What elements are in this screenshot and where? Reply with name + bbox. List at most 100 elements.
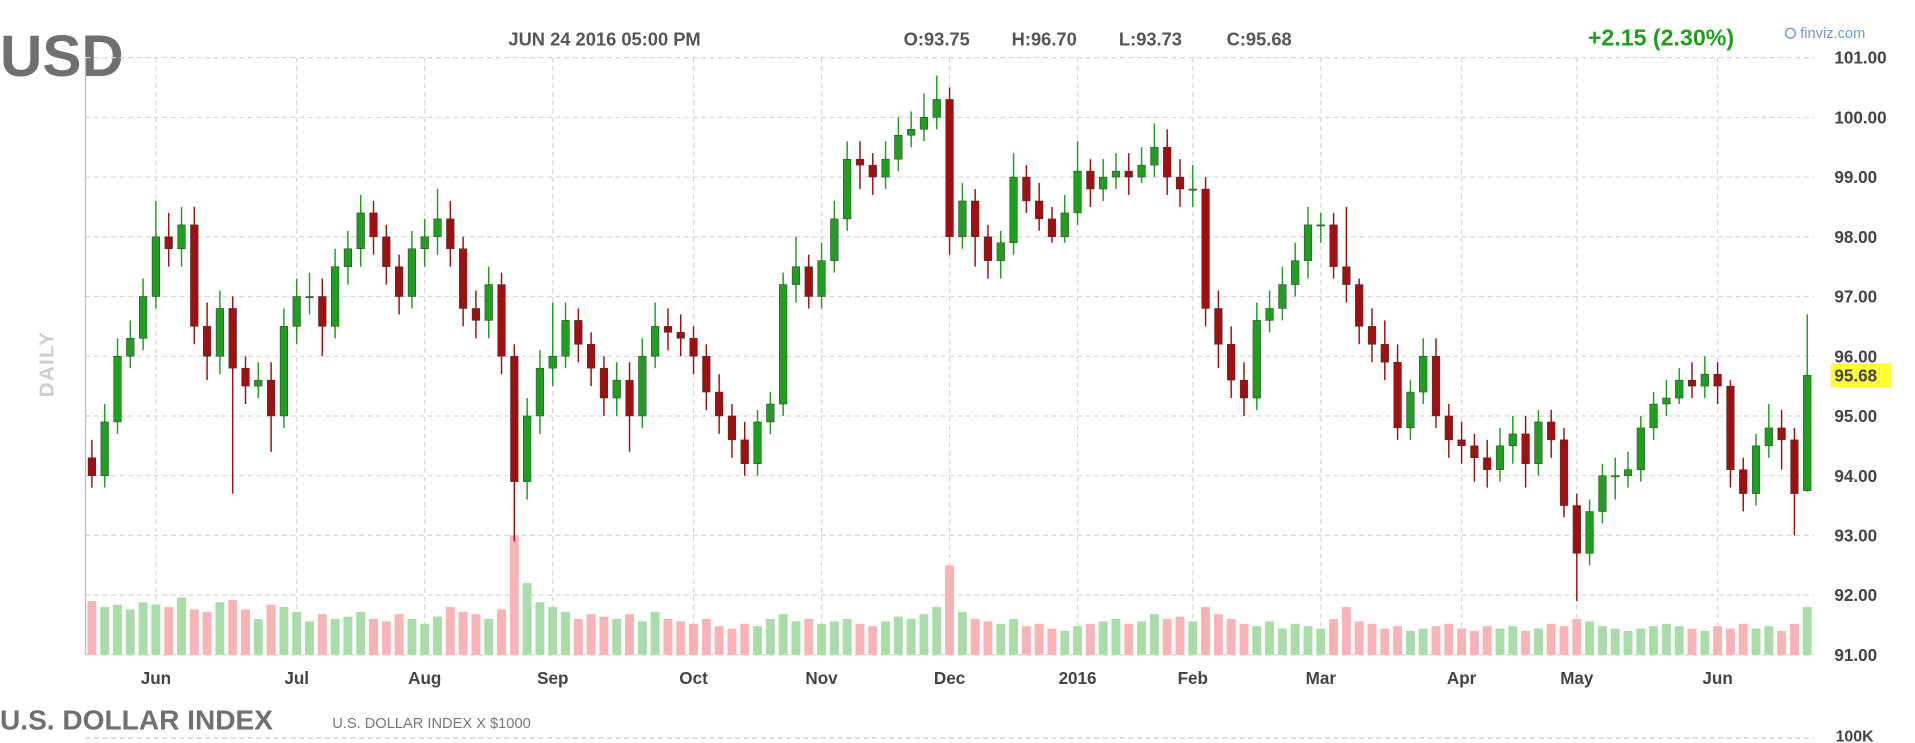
candle-body — [587, 344, 596, 369]
candle-body — [855, 158, 865, 166]
volume-bar — [497, 609, 507, 655]
candle-body — [548, 355, 557, 369]
volume-bar — [151, 604, 161, 655]
candle-body — [1316, 224, 1325, 227]
volume-bar — [228, 599, 238, 655]
candle-body — [612, 379, 621, 399]
candle-body — [1073, 170, 1082, 214]
candle-body — [1009, 176, 1018, 244]
candle-body — [241, 367, 250, 387]
volume-bar — [765, 619, 775, 655]
x-tick-label: Oct — [679, 669, 708, 688]
volume-bar — [1508, 626, 1518, 655]
volume-bar — [791, 621, 801, 655]
volume-bar — [561, 611, 571, 655]
volume-bar — [1316, 628, 1326, 655]
volume-bar — [87, 601, 97, 655]
candle-body — [1700, 373, 1709, 387]
candle-body — [1239, 379, 1249, 399]
x-tick-label: Aug — [408, 669, 441, 688]
candle-body — [1662, 397, 1671, 405]
volume-bar — [599, 616, 609, 655]
volume-bar — [292, 611, 302, 655]
candle-body — [1790, 439, 1799, 494]
volume-bar — [637, 621, 647, 655]
candle-body — [753, 421, 762, 464]
candle-body — [740, 439, 749, 464]
volume-bar — [1085, 623, 1095, 655]
candle-body — [1303, 224, 1313, 261]
candle-body — [1060, 212, 1069, 238]
volume-bar — [177, 597, 186, 655]
volume-bar — [1457, 628, 1467, 655]
volume-bar — [1700, 630, 1710, 655]
volume-bar — [305, 621, 314, 655]
volume-bar — [1661, 623, 1671, 655]
candle-body — [1764, 427, 1773, 447]
candle-body — [331, 266, 340, 327]
volume-bar — [1713, 626, 1723, 655]
x-tick-label: Sep — [537, 669, 568, 688]
volume-bar — [1149, 614, 1159, 655]
x-tick-label: Dec — [934, 669, 965, 688]
candle-body — [510, 355, 519, 482]
volume-bar — [1290, 623, 1300, 655]
volume-bar — [663, 619, 673, 655]
candle-body — [702, 355, 711, 393]
volume-bar — [369, 619, 378, 655]
timeframe: DAILY — [36, 331, 59, 397]
x-tick-label: Apr — [1447, 669, 1477, 688]
candle-body — [459, 248, 468, 309]
volume-bar — [1777, 630, 1787, 655]
volume-bar — [1124, 623, 1134, 655]
volume-bar — [279, 607, 289, 655]
candle-body — [1739, 469, 1748, 494]
candle-body — [292, 296, 301, 327]
volume-bar — [125, 609, 135, 655]
y-tick-label: 94.00 — [1834, 467, 1877, 486]
volume-bar — [1201, 607, 1211, 655]
volume-bar — [868, 626, 878, 655]
volume-bar — [1162, 619, 1172, 655]
change: +2.15 (2.30%) — [1588, 24, 1734, 50]
volume-bar — [1303, 626, 1313, 655]
candle-body — [625, 379, 634, 417]
volume-bar — [932, 607, 942, 655]
candle-body — [945, 99, 954, 238]
candle-body — [254, 379, 263, 387]
volume-bar — [1495, 628, 1505, 655]
y-tick-label: 92.00 — [1834, 586, 1877, 605]
volume-bar — [1751, 628, 1761, 655]
candle-body — [1534, 421, 1543, 464]
candle-body — [1111, 170, 1121, 178]
candle-body — [1047, 218, 1057, 238]
volume-bar — [330, 619, 340, 655]
volume-bar — [919, 614, 929, 655]
y-tick-label: 91.00 — [1834, 646, 1877, 665]
volume-bar — [1431, 626, 1441, 655]
candle-body — [1227, 344, 1236, 381]
volume-bar — [343, 616, 353, 655]
candle-body — [1457, 439, 1466, 447]
volume-bar — [906, 619, 916, 655]
candle-body — [446, 218, 455, 249]
last-price-label: 95.68 — [1834, 366, 1877, 385]
source[interactable]: finviz.com — [1800, 26, 1865, 42]
timestamp: JUN 24 2016 05:00 PM — [508, 28, 700, 49]
candle-body — [599, 367, 609, 399]
title: U.S. DOLLAR INDEX — [0, 704, 273, 735]
candle-body — [1278, 284, 1287, 309]
candle-body — [919, 117, 929, 130]
volume-bar — [484, 619, 494, 655]
volume-bar — [1239, 623, 1249, 655]
x-tick-label: Jun — [1702, 669, 1732, 688]
candle-body — [1291, 260, 1300, 285]
volume-bar — [740, 623, 750, 655]
volume-bar — [1354, 621, 1364, 655]
candle-body — [1380, 344, 1389, 363]
candle-body — [574, 320, 583, 345]
volume-bar — [548, 607, 558, 655]
volume-bar — [1073, 626, 1083, 655]
volume-bar — [1674, 626, 1684, 655]
candle-body — [1726, 385, 1735, 470]
